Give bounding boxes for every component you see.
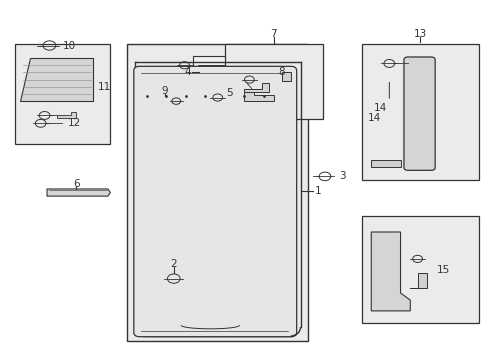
Text: 3: 3 <box>339 171 346 181</box>
Text: 14: 14 <box>367 113 380 123</box>
Polygon shape <box>409 273 427 288</box>
Polygon shape <box>370 160 400 167</box>
Text: 10: 10 <box>63 41 76 50</box>
Text: 1: 1 <box>315 186 321 196</box>
Polygon shape <box>47 189 110 196</box>
Text: 6: 6 <box>73 179 80 189</box>
Polygon shape <box>370 232 409 311</box>
Polygon shape <box>244 83 268 92</box>
Bar <box>47 67 66 76</box>
Text: 2: 2 <box>170 259 177 269</box>
Text: 12: 12 <box>68 118 81 128</box>
FancyBboxPatch shape <box>403 57 434 170</box>
Polygon shape <box>282 72 290 81</box>
Bar <box>193 56 298 89</box>
Text: 15: 15 <box>436 265 449 275</box>
Bar <box>361 216 478 323</box>
Polygon shape <box>20 58 93 101</box>
Polygon shape <box>57 112 76 118</box>
Text: 9: 9 <box>161 86 167 96</box>
Bar <box>155 135 162 139</box>
Text: 14: 14 <box>373 103 386 113</box>
FancyBboxPatch shape <box>134 66 296 337</box>
Bar <box>224 44 322 119</box>
Bar <box>140 279 281 325</box>
Bar <box>127 44 307 341</box>
Text: 8: 8 <box>278 67 285 77</box>
Text: 7: 7 <box>270 29 277 39</box>
Text: 13: 13 <box>412 29 426 39</box>
Text: 11: 11 <box>98 82 111 92</box>
Polygon shape <box>244 92 273 101</box>
Bar <box>198 65 281 85</box>
Bar <box>144 126 171 140</box>
Bar <box>361 44 478 180</box>
Text: 5: 5 <box>225 88 232 98</box>
Bar <box>146 135 153 139</box>
Bar <box>15 44 110 144</box>
Bar <box>205 69 268 81</box>
Bar <box>136 91 297 101</box>
Bar <box>143 282 277 323</box>
Bar <box>144 150 171 160</box>
Text: 4: 4 <box>184 67 190 77</box>
